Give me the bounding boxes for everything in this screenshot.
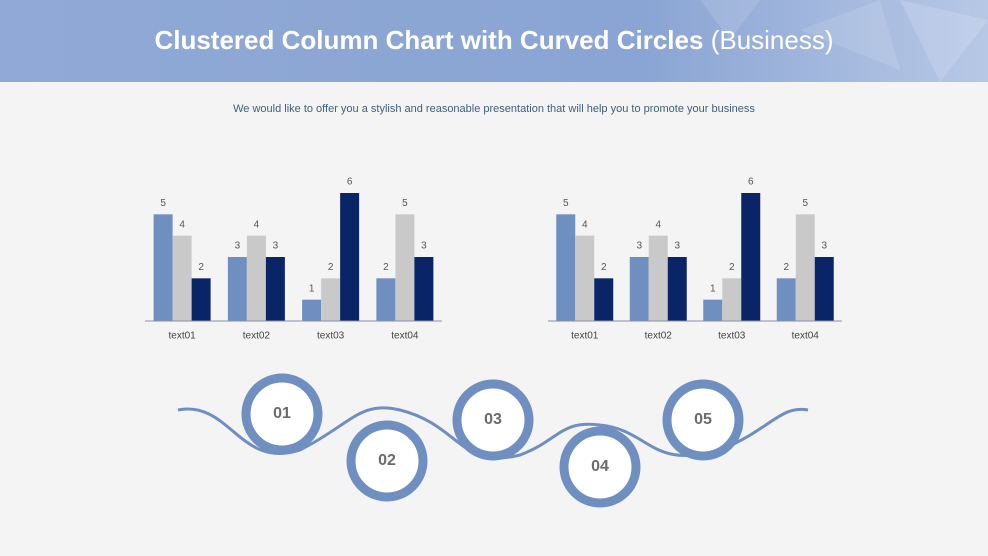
value-label: 6: [347, 177, 353, 188]
bar: [556, 214, 576, 321]
value-label: 2: [383, 262, 389, 273]
title: Clustered Column Chart with Curved Circl…: [154, 25, 833, 55]
bar: [629, 257, 649, 321]
x-tick-label: text04: [792, 331, 820, 342]
step-ring: [662, 379, 744, 461]
bar: [153, 214, 173, 321]
value-label: 6: [748, 177, 754, 188]
bar: [814, 257, 834, 321]
bar: [795, 214, 815, 321]
value-label: 5: [563, 198, 569, 209]
bar: [722, 278, 742, 321]
bar: [414, 257, 434, 321]
x-tick-label: text01: [571, 331, 599, 342]
bar: [340, 193, 360, 321]
x-tick-label: text03: [718, 331, 746, 342]
value-label: 5: [160, 198, 166, 209]
title-suffix: (Business): [711, 25, 834, 55]
value-label: 2: [328, 262, 334, 273]
subtitle: We would like to offer you a stylish and…: [233, 103, 755, 115]
bar: [703, 299, 723, 321]
step-ring: [559, 426, 641, 508]
bar: [321, 278, 341, 321]
step-ring: [452, 379, 534, 461]
bar: [227, 257, 247, 321]
value-label: 3: [674, 241, 680, 252]
value-label: 3: [421, 241, 427, 252]
value-label: 4: [582, 219, 588, 230]
step-number: 05: [694, 411, 712, 428]
bar: [776, 278, 796, 321]
step-number: 02: [378, 452, 396, 469]
bar: [172, 235, 192, 321]
value-label: 3: [636, 241, 642, 252]
header-deco: [700, 0, 760, 40]
header-deco: [800, 0, 900, 70]
x-tick-label: text02: [243, 331, 271, 342]
title-main: Clustered Column Chart with Curved Circl…: [154, 25, 703, 55]
value-label: 3: [235, 241, 241, 252]
x-tick-label: text03: [317, 331, 345, 342]
value-label: 3: [273, 241, 279, 252]
value-label: 1: [710, 283, 716, 294]
value-label: 3: [821, 241, 827, 252]
value-label: 4: [655, 219, 661, 230]
x-tick-label: text02: [645, 331, 673, 342]
value-label: 4: [254, 219, 260, 230]
bar: [395, 214, 415, 321]
value-label: 2: [729, 262, 735, 273]
step-number: 03: [484, 411, 502, 428]
steps: 01 02 03 04 05: [241, 373, 744, 508]
value-label: 5: [802, 198, 808, 209]
x-tick-label: text04: [391, 331, 419, 342]
value-label: 2: [198, 262, 204, 273]
bar: [302, 299, 322, 321]
bar: [575, 235, 595, 321]
value-label: 1: [309, 283, 315, 294]
step-ring: [241, 373, 323, 455]
bar: [246, 235, 266, 321]
bar: [648, 235, 668, 321]
value-label: 2: [601, 262, 607, 273]
step-ring: [346, 420, 428, 502]
header-deco: [900, 0, 988, 82]
value-label: 5: [402, 198, 408, 209]
value-label: 4: [179, 219, 185, 230]
bar: [265, 257, 285, 321]
bar: [741, 193, 761, 321]
bar: [376, 278, 396, 321]
bar: [667, 257, 687, 321]
x-tick-label: text01: [169, 331, 197, 342]
bar: [594, 278, 614, 321]
header-band: [0, 0, 988, 82]
bar: [191, 278, 211, 321]
step-number: 04: [591, 458, 609, 475]
step-number: 01: [273, 405, 291, 422]
value-label: 2: [783, 262, 789, 273]
